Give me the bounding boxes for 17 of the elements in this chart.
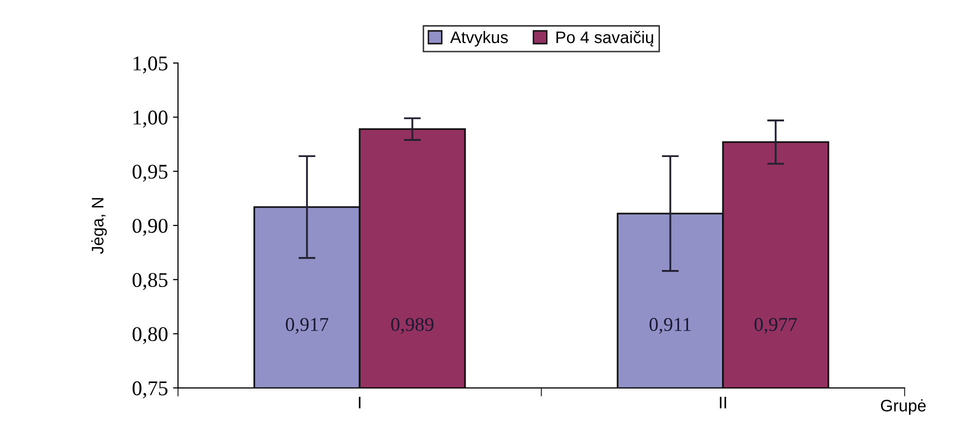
- y-tick-label: 0,95: [132, 164, 168, 182]
- data-label: 0,917: [286, 318, 328, 334]
- data-label: 0,989: [391, 318, 434, 334]
- data-label: 0,977: [754, 318, 797, 334]
- x-tick-label: I: [358, 396, 360, 408]
- y-tick-label: 1,05: [134, 56, 168, 74]
- legend-label: Po 4 savaičių: [556, 30, 654, 47]
- y-axis-title: Jėga, N: [91, 198, 107, 254]
- y-tick-label: 0,75: [132, 381, 168, 398]
- x-axis-title: Grupė: [880, 399, 926, 415]
- y-tick-label: 0,90: [132, 218, 168, 236]
- y-tick-label: 0,85: [132, 272, 168, 290]
- x-tick-label: II: [720, 396, 726, 408]
- y-tick-label: 1,00: [134, 110, 168, 128]
- y-tick-label: 0,80: [132, 327, 168, 344]
- data-label: 0,911: [650, 318, 691, 334]
- legend-label: Atvykus: [450, 30, 508, 47]
